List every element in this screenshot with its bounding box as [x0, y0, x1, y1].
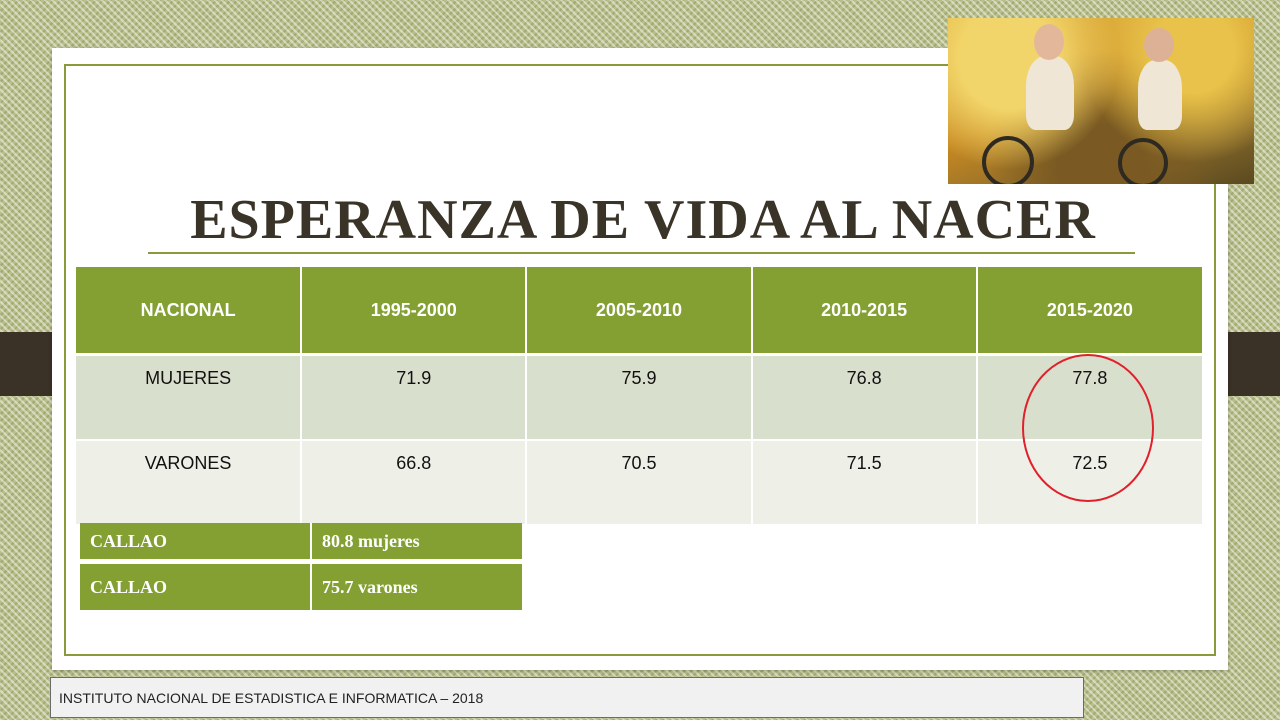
table-header-row: NACIONAL 1995-2000 2005-2010 2010-2015 2…: [76, 267, 1202, 356]
left-accent-bar: [0, 332, 56, 396]
table-cell: 75.9: [526, 354, 753, 441]
source-footer: INSTITUTO NACIONAL DE ESTADISTICA E INFO…: [50, 677, 1084, 718]
bicycle-wheel-left: [982, 136, 1034, 184]
red-highlight-circle: [1022, 354, 1154, 502]
table-cell: 76.8: [751, 354, 978, 441]
table-cell: 66.8: [301, 440, 528, 526]
bicycle-wheel-right: [1118, 138, 1168, 184]
table-cell: 70.5: [526, 440, 753, 526]
slide-title: ESPERANZA DE VIDA AL NACER: [190, 189, 1096, 251]
header-1995-2000: 1995-2000: [301, 267, 528, 356]
woman-head: [1144, 28, 1174, 62]
title-underline: [148, 252, 1135, 254]
header-nacional: NACIONAL: [76, 267, 303, 356]
callao-label: CALLAO: [80, 523, 312, 559]
callao-mujeres-box: CALLAO 80.8 mujeres: [80, 523, 522, 559]
callao-value: 75.7 varones: [322, 576, 418, 597]
row-label-mujeres: MUJERES: [76, 354, 303, 441]
header-2010-2015: 2010-2015: [751, 267, 978, 356]
callao-label: CALLAO: [80, 564, 312, 610]
elderly-couple-cycling-photo: [948, 18, 1254, 184]
slide-frame: [64, 64, 1216, 656]
header-2005-2010: 2005-2010: [526, 267, 753, 356]
table-cell: 71.5: [751, 440, 978, 526]
header-2015-2020: 2015-2020: [976, 267, 1202, 356]
table-cell: 71.9: [301, 354, 528, 441]
man-figure: [1026, 56, 1074, 130]
callao-varones-box: CALLAO 75.7 varones: [80, 564, 522, 610]
table-row: VARONES 66.8 70.5 71.5 72.5: [76, 440, 1202, 526]
man-head: [1034, 24, 1064, 60]
row-label-varones: VARONES: [76, 440, 303, 526]
callao-value: 80.8 mujeres: [322, 530, 420, 551]
woman-figure: [1138, 60, 1182, 130]
